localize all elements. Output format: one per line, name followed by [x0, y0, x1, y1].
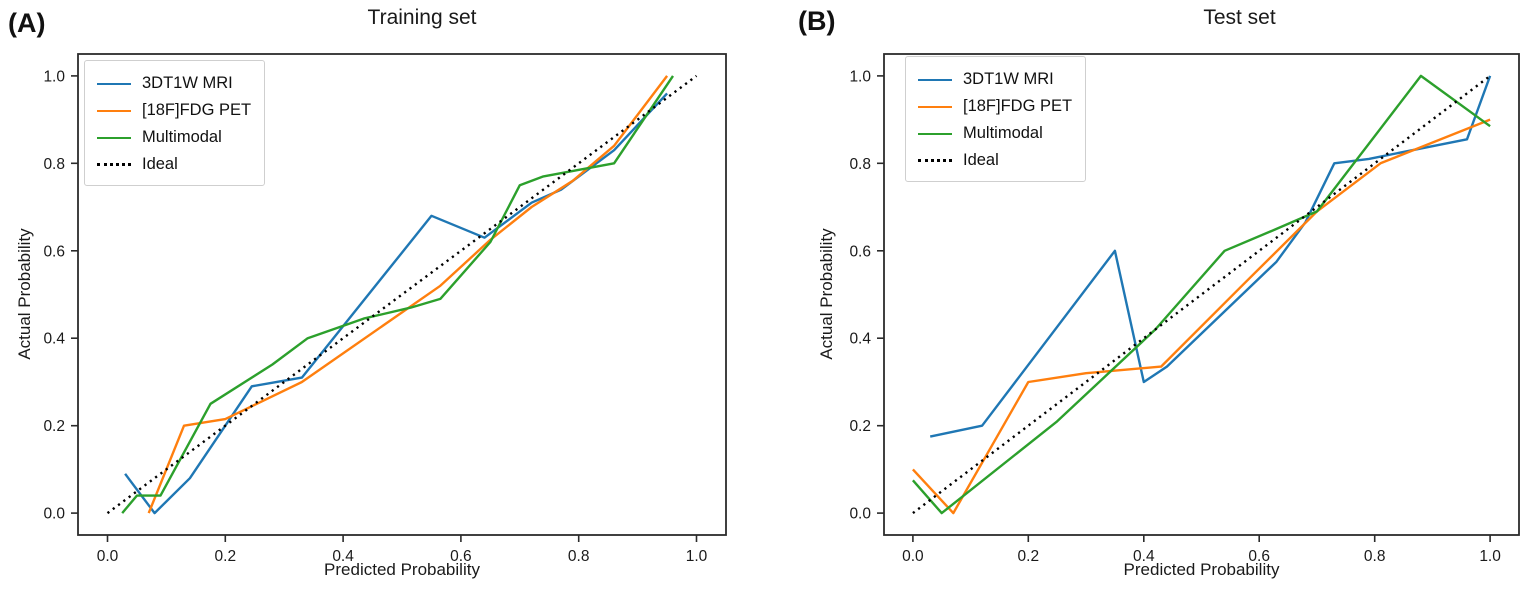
legend-label-pet: [18F]FDG PET	[142, 101, 252, 119]
x-tick-label: 0.0	[902, 548, 924, 565]
x-tick-label: 0.0	[97, 548, 119, 565]
legend-item-ideal: Ideal	[97, 151, 251, 178]
legend-item-pet: [18F]FDG PET	[97, 97, 251, 124]
series-line-multimodal	[121, 75, 674, 514]
legend-item-multimodal: Multimodal	[918, 120, 1072, 147]
panel-b-y-axis-label: Actual Probability	[817, 228, 836, 360]
series-line-18f-fdg-pet	[147, 75, 669, 514]
training-calibration-plot: 0.0 0.2 0.4 0.6 0.8 1.0 0.0 0.2 0.4 0.6 0.8 1.0	[43, 53, 727, 565]
legend-item-mri: 3DT1W MRI	[918, 66, 1072, 93]
series-line-ideal	[912, 74, 1491, 515]
panel-a-y-axis-label: Actual Probability	[15, 228, 34, 360]
multimodal-line-sample-icon	[918, 132, 952, 135]
y-tick-label: 0.6	[849, 243, 871, 260]
mri-line-sample-icon	[97, 82, 131, 85]
plot-border	[883, 53, 1520, 536]
x-tick-label: 0.6	[450, 548, 472, 565]
panel-b-x-axis-label: Predicted Probability	[1123, 560, 1280, 579]
x-tick-label: 0.2	[215, 548, 237, 565]
legend-label-multimodal: Multimodal	[963, 124, 1043, 142]
legend-item-ideal: Ideal	[918, 147, 1072, 174]
series-line-3dt1w-mri	[929, 75, 1492, 438]
legend-label-mri: 3DT1W MRI	[963, 70, 1054, 88]
legend-label-ideal: Ideal	[142, 155, 178, 173]
y-tick-label: 0.0	[849, 506, 871, 523]
legend-label-mri: 3DT1W MRI	[142, 74, 233, 92]
panel-b-title: Test set	[1203, 6, 1276, 29]
y-tick-label: 1.0	[43, 68, 65, 85]
legend-label-ideal: Ideal	[963, 151, 999, 169]
x-tick-label: 0.4	[332, 548, 354, 565]
y-tick-label: 1.0	[849, 68, 871, 85]
series-line-18f-fdg-pet	[912, 118, 1491, 515]
x-tick-label: 0.4	[1133, 548, 1155, 565]
x-tick-label: 0.8	[1364, 548, 1386, 565]
x-tick-label: 0.6	[1248, 548, 1270, 565]
ideal-dotted-line-sample-icon	[918, 159, 952, 162]
pet-line-sample-icon	[97, 109, 131, 112]
y-tick-label: 0.2	[43, 418, 65, 435]
x-tick-label: 0.2	[1018, 548, 1040, 565]
panel-a-legend: 3DT1W MRI [18F]FDG PET Multimodal Ideal	[84, 60, 266, 186]
legend-label-multimodal: Multimodal	[142, 128, 222, 146]
y-tick-label: 0.8	[849, 156, 871, 173]
x-tick-label: 1.0	[1479, 548, 1501, 565]
x-tick-label: 1.0	[686, 548, 708, 565]
x-tick-label: 0.8	[568, 548, 590, 565]
multimodal-line-sample-icon	[97, 136, 131, 139]
series-line-multimodal	[911, 74, 1491, 515]
y-tick-label: 0.0	[43, 506, 65, 523]
y-tick-label: 0.6	[43, 243, 65, 260]
y-tick-label: 0.4	[849, 331, 871, 348]
panel-a-x-axis-label: Predicted Probability	[324, 560, 480, 579]
panel-training-set: (A) Training set 0.0 0.2 0.4 0.6 0.8 1.0 0.0 0.…	[8, 6, 727, 579]
legend-item-multimodal: Multimodal	[97, 124, 251, 151]
ideal-dotted-line-sample-icon	[97, 163, 131, 166]
panel-test-set: (B) Test set 0.0 0.2 0.4 0.6 0.8 1.0 0.0 0.2 0.4…	[770, 0, 1535, 590]
y-tick-label: 0.4	[43, 331, 65, 348]
panel-a-title: Training set	[367, 6, 477, 29]
test-calibration-plot: 0.0 0.2 0.4 0.6 0.8 1.0 0.0 0.2 0.4 0.6 0.8 1.0	[849, 53, 1520, 565]
panel-a-label: (A)	[8, 8, 46, 38]
mri-line-sample-icon	[918, 78, 952, 81]
y-tick-label: 0.2	[849, 418, 871, 435]
y-tick-label: 0.8	[43, 156, 65, 173]
legend-item-pet: [18F]FDG PET	[918, 93, 1072, 120]
legend-label-pet: [18F]FDG PET	[963, 97, 1073, 115]
pet-line-sample-icon	[918, 105, 952, 108]
panel-b-label: (B)	[798, 6, 836, 36]
plot-border	[77, 53, 727, 536]
panel-b-legend: 3DT1W MRI [18F]FDG PET Multimodal Ideal	[905, 56, 1087, 182]
legend-item-mri: 3DT1W MRI	[97, 70, 251, 97]
